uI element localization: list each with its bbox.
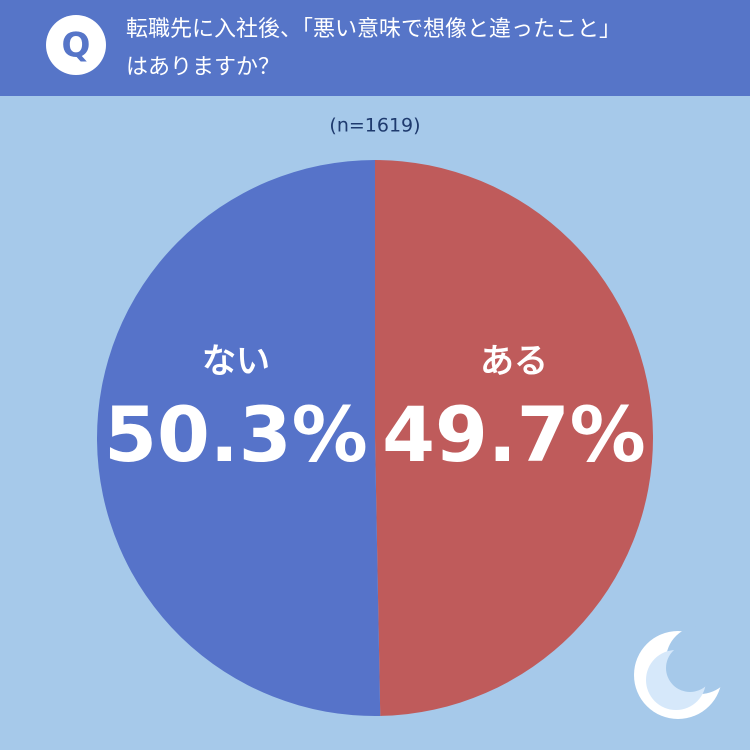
slice-label: ある — [480, 342, 548, 382]
title-line: はありますか？ — [126, 55, 280, 80]
header — [0, 0, 750, 96]
title-line: 転職先に入社後、「悪い意味で想像と違ったこと」 — [126, 17, 621, 42]
value-label: 50.3% — [104, 390, 368, 479]
subtitle: (n=1619) — [329, 115, 420, 137]
badge-circle — [46, 15, 106, 75]
pie-slice — [97, 160, 381, 716]
slice-label: ない — [202, 342, 270, 382]
badge: Q — [62, 26, 91, 66]
value-label: 49.7% — [382, 390, 646, 479]
pie-slice — [375, 160, 654, 716]
logo — [634, 626, 734, 719]
